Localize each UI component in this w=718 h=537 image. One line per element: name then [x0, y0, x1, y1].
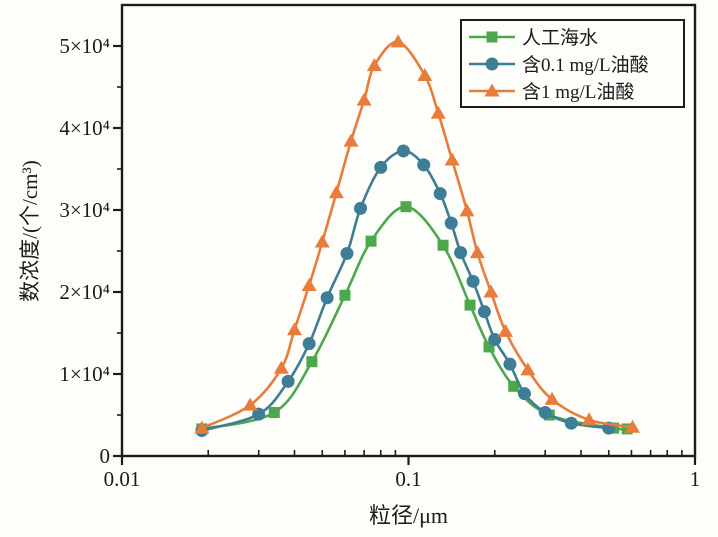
- data-point-circle: [374, 160, 388, 174]
- data-point-circle: [477, 305, 491, 319]
- data-point-circle: [503, 357, 517, 371]
- data-point-circle: [538, 406, 552, 420]
- data-point-triangle: [194, 420, 210, 434]
- data-point-triangle: [286, 322, 302, 336]
- x-tick-label: 1: [689, 467, 701, 491]
- data-point-triangle: [459, 203, 475, 217]
- series-line: [200, 149, 611, 432]
- data-point-triangle: [314, 234, 330, 248]
- data-point-triangle: [469, 245, 485, 259]
- legend-label: 含0.1 mg/L油酸: [522, 55, 649, 76]
- data-point-square: [437, 239, 449, 251]
- data-point-circle: [517, 387, 531, 401]
- data-point-circle: [466, 274, 480, 288]
- legend-swatch-square: [469, 31, 515, 42]
- data-point-circle: [354, 201, 368, 215]
- data-point-circle: [485, 57, 499, 70]
- data-point-triangle: [624, 419, 640, 433]
- x-tick-label: 0.1: [395, 467, 422, 491]
- data-point-triangle: [343, 133, 359, 147]
- y-tick-label: 1×10⁴: [59, 362, 110, 386]
- legend-item: 含0.1 mg/L油酸: [466, 51, 679, 77]
- data-point-circle: [564, 416, 578, 430]
- data-point-circle: [454, 246, 468, 260]
- data-point-triangle: [242, 397, 258, 411]
- data-point-circle: [340, 246, 354, 260]
- y-axis-title: 数浓度/(个/cm³): [18, 160, 42, 302]
- data-point-square: [306, 356, 318, 368]
- data-point-square: [508, 380, 520, 392]
- data-point-square: [268, 407, 280, 419]
- data-point-triangle: [328, 185, 344, 199]
- data-point-triangle: [484, 83, 500, 96]
- x-axis-title: 粒径/μm: [368, 503, 449, 528]
- data-point-circle: [281, 374, 295, 388]
- series-square: [196, 201, 633, 435]
- data-point-triangle: [356, 92, 372, 106]
- data-point-triangle: [497, 323, 513, 337]
- y-tick-label: 4×10⁴: [59, 116, 110, 140]
- data-point-circle: [444, 216, 458, 230]
- data-point-triangle: [390, 34, 406, 48]
- data-point-triangle: [544, 391, 560, 405]
- data-point-triangle: [483, 284, 499, 298]
- data-point-circle: [433, 187, 447, 201]
- y-tick-label: 5×10⁴: [59, 34, 110, 58]
- data-point-triangle: [430, 105, 446, 119]
- legend-label: 含1 mg/L油酸: [522, 82, 635, 103]
- legend-item: 人工海水: [466, 24, 679, 50]
- series-line: [200, 40, 634, 430]
- data-point-triangle: [273, 360, 289, 374]
- data-point-square: [400, 201, 412, 213]
- plot-frame: [120, 3, 697, 458]
- legend-item: 含1 mg/L油酸: [466, 78, 679, 104]
- legend-swatch-circle: [469, 57, 515, 70]
- data-point-triangle: [301, 277, 317, 291]
- data-point-circle: [252, 407, 266, 421]
- data-point-triangle: [444, 152, 460, 166]
- data-point-circle: [488, 333, 502, 347]
- data-point-circle: [302, 337, 316, 351]
- y-tick-label: 0: [99, 444, 111, 468]
- data-point-circle: [320, 291, 334, 305]
- legend-label: 人工海水: [522, 28, 599, 49]
- y-tick-label: 2×10⁴: [59, 280, 110, 304]
- data-point-square: [464, 299, 476, 311]
- data-point-square: [365, 235, 377, 247]
- data-point-circle: [417, 158, 431, 172]
- data-point-triangle: [366, 58, 382, 72]
- series-triangle: [194, 34, 640, 434]
- data-point-triangle: [581, 412, 597, 426]
- series-line: [200, 205, 629, 431]
- x-tick-label: 0.01: [103, 467, 141, 491]
- y-tick-label: 3×10⁴: [59, 198, 110, 222]
- data-point-triangle: [417, 68, 433, 82]
- data-point-square: [483, 341, 495, 353]
- legend-swatch-triangle: [469, 83, 515, 96]
- data-point-circle: [396, 144, 410, 158]
- legend: 人工海水 含0.1 mg/L油酸 含1 mg/L油酸: [460, 19, 685, 108]
- data-point-square: [486, 31, 498, 42]
- data-point-triangle: [520, 362, 536, 376]
- data-point-square: [339, 289, 351, 301]
